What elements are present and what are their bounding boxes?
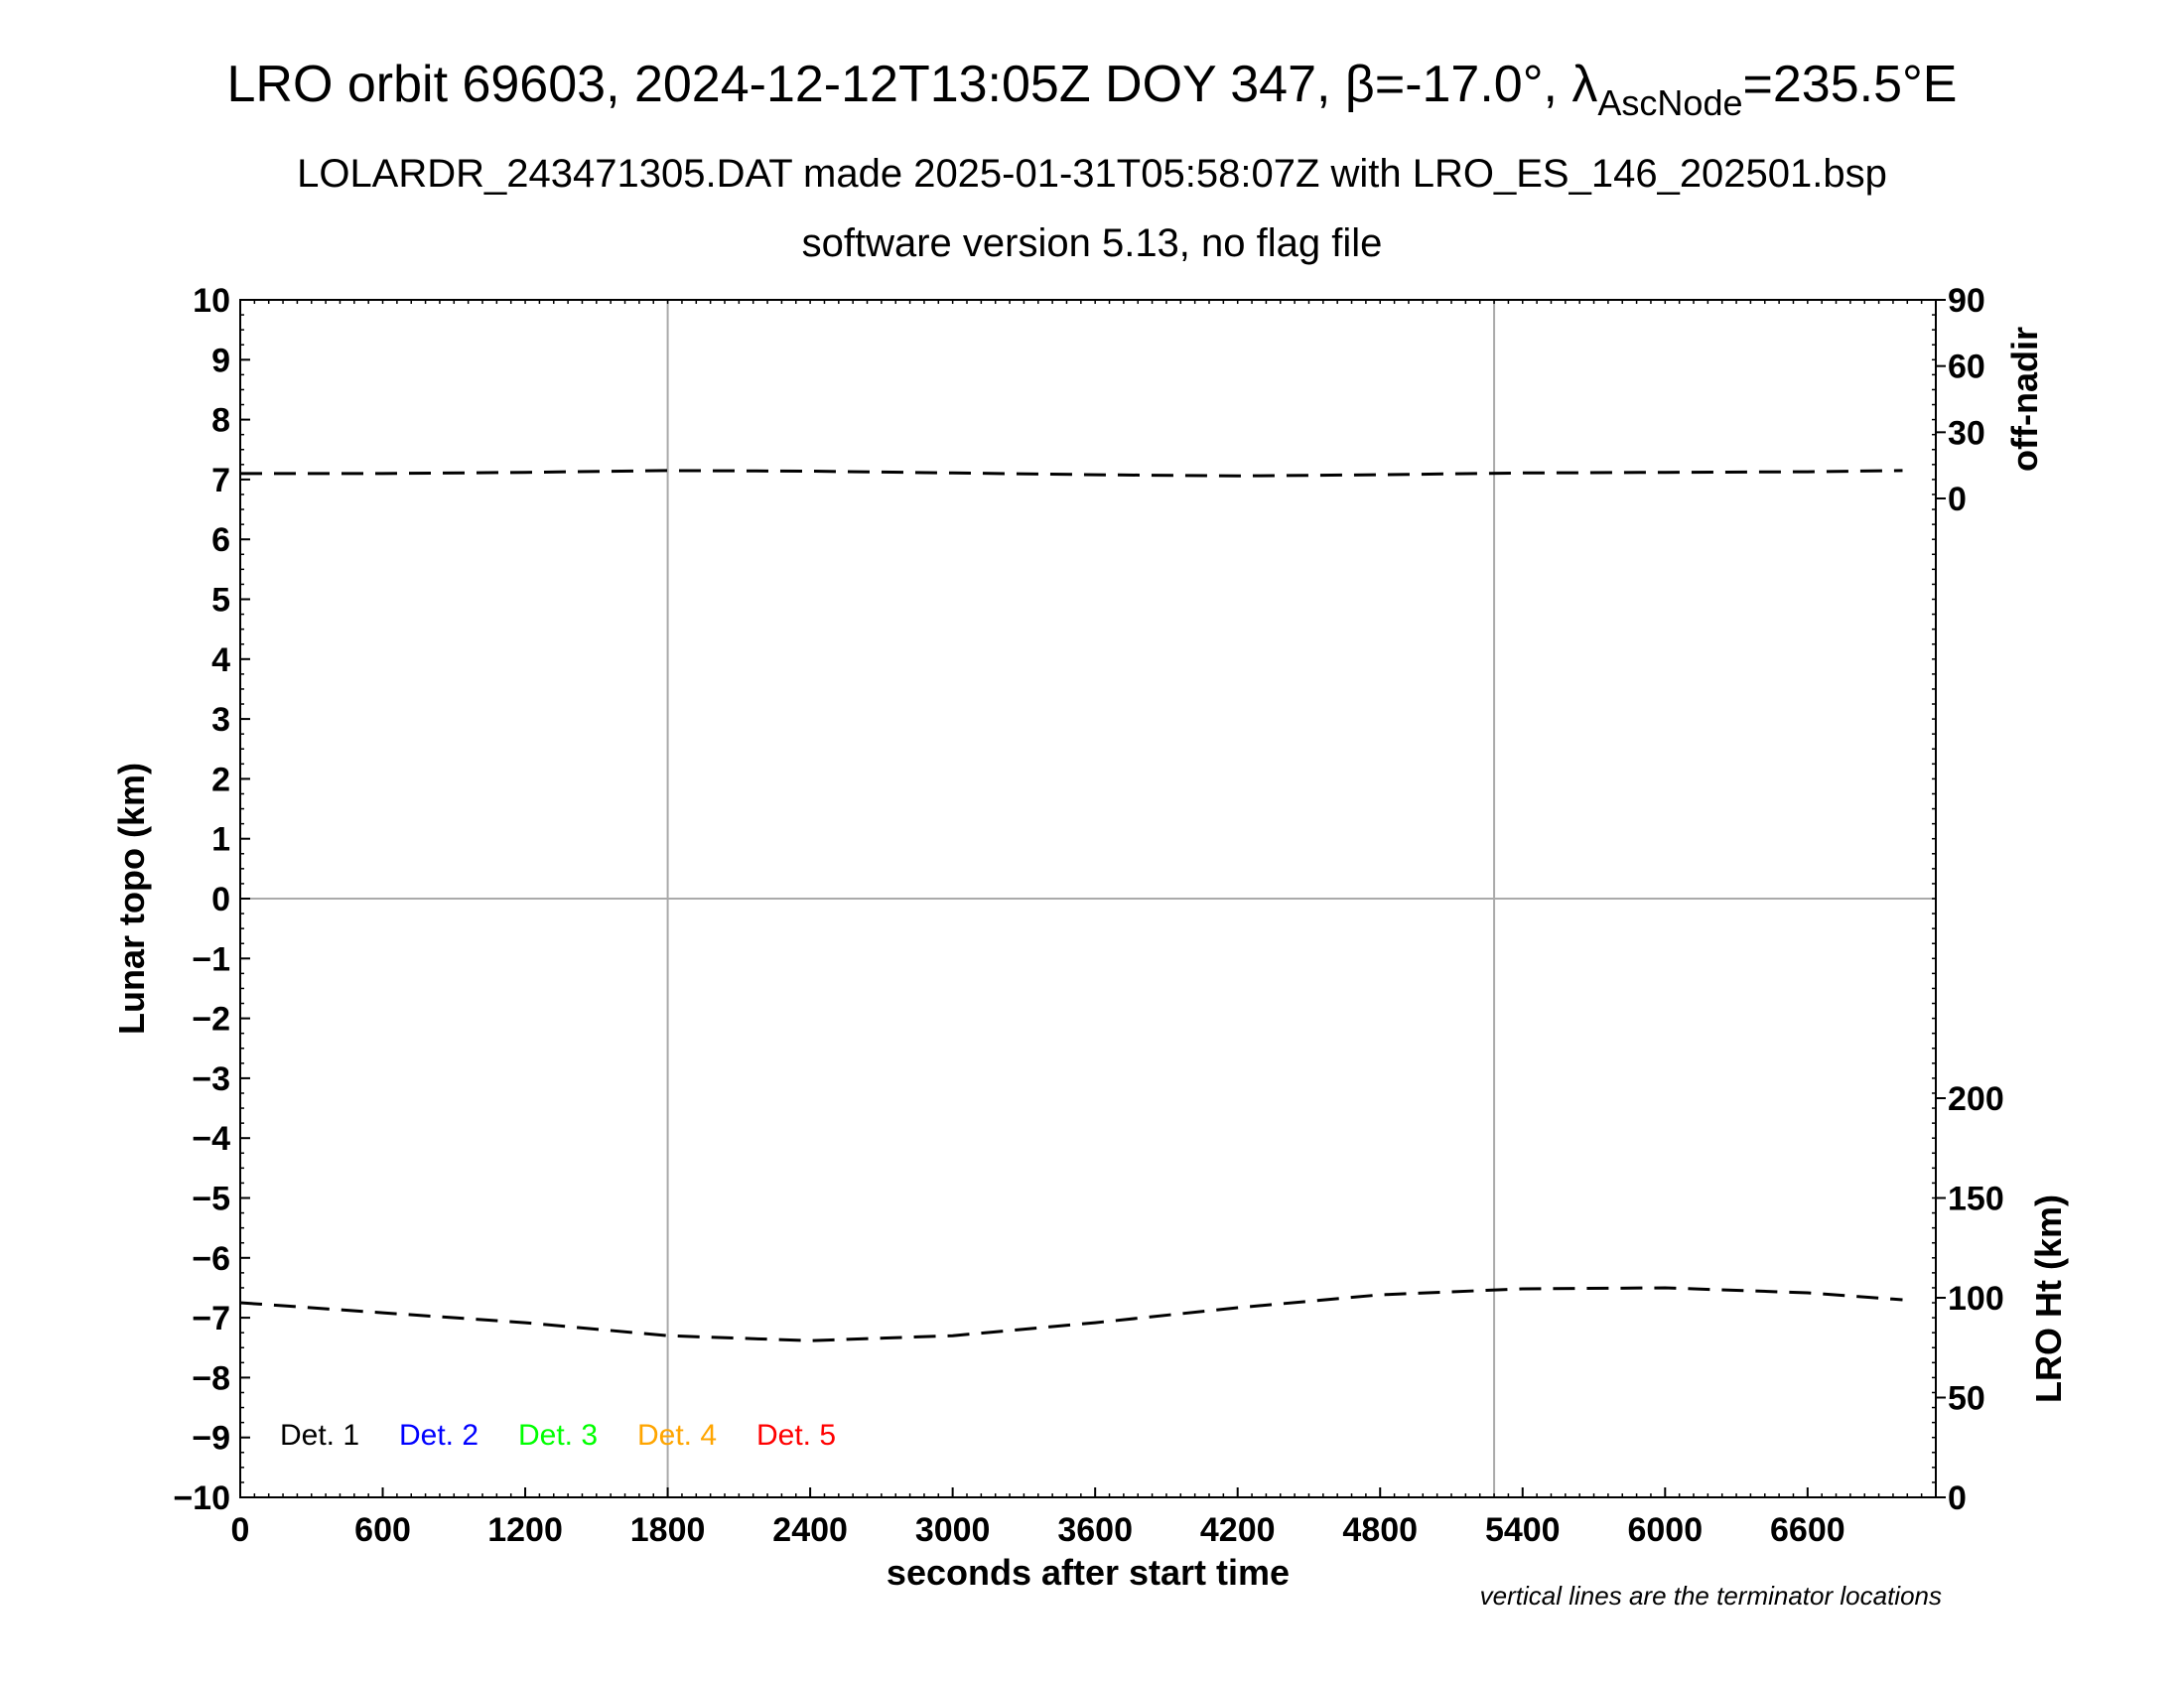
y-tick-label: −6 — [192, 1240, 230, 1278]
lro-ht-tick-label: 100 — [1948, 1280, 2004, 1318]
off-nadir-tick-label: 60 — [1948, 349, 1985, 386]
legend-item: Det. 5 — [756, 1419, 836, 1452]
chart-subtitle: LOLARDR_243471305.DAT made 2025-01-31T05… — [297, 152, 1887, 196]
lro-ht-tick-label: 0 — [1948, 1479, 1967, 1517]
y-tick-label: −1 — [192, 940, 230, 978]
x-axis-label: seconds after start time — [887, 1552, 1290, 1593]
off-nadir-tick-label: 30 — [1948, 414, 1985, 452]
chart-subtitle-2: software version 5.13, no flag file — [802, 221, 1383, 265]
x-tick-label: 4200 — [1200, 1511, 1276, 1549]
x-tick-label: 2400 — [772, 1511, 848, 1549]
y-tick-label: −7 — [192, 1300, 230, 1337]
y-tick-label: 10 — [193, 282, 230, 320]
y-tick-label: −8 — [192, 1359, 230, 1397]
reference-lines — [240, 300, 1936, 1497]
x-tick-label: 5400 — [1485, 1511, 1561, 1549]
legend: Det. 1 Det. 2 Det. 3 Det. 4 Det. 5 — [280, 1419, 836, 1452]
y-tick-label: 0 — [211, 881, 230, 918]
lro-ht-axis-ticks: 200 150 100 50 0 — [1936, 1080, 2004, 1517]
chart-title: LRO orbit 69603, 2024-12-12T13:05Z DOY 3… — [227, 56, 1958, 123]
terminator-note: vertical lines are the terminator locati… — [1480, 1581, 1942, 1611]
off-nadir-axis-label: off-nadir — [2004, 327, 2045, 472]
y-tick-label: −2 — [192, 1001, 230, 1039]
x-tick-label: 0 — [231, 1511, 250, 1549]
x-tick-label: 4800 — [1342, 1511, 1418, 1549]
legend-item: Det. 1 — [280, 1419, 359, 1452]
off-nadir-tick-label: 90 — [1948, 282, 1985, 320]
x-tick-label: 6000 — [1627, 1511, 1703, 1549]
y-tick-label: −3 — [192, 1060, 230, 1098]
lro-ht-tick-label: 50 — [1948, 1380, 1985, 1418]
y-tick-label: 3 — [211, 701, 230, 739]
x-tick-label: 6600 — [1770, 1511, 1845, 1549]
y-tick-label: −4 — [192, 1120, 230, 1158]
y-tick-label: 8 — [211, 402, 230, 440]
y-tick-label: 2 — [211, 761, 230, 798]
x-tick-label: 3000 — [915, 1511, 991, 1549]
y-tick-label: 1 — [211, 821, 230, 859]
legend-item: Det. 3 — [518, 1419, 598, 1452]
lro-ht-axis-label: LRO Ht (km) — [2028, 1195, 2069, 1403]
off-nadir-tick-label: 0 — [1948, 481, 1967, 518]
off-nadir-series-line — [240, 469, 1903, 478]
legend-item: Det. 2 — [399, 1419, 478, 1452]
y-tick-label: −9 — [192, 1420, 230, 1458]
x-tick-label: 3600 — [1057, 1511, 1133, 1549]
off-nadir-axis-ticks: 90 60 30 0 — [1936, 282, 1985, 518]
y-tick-label: 7 — [211, 462, 230, 499]
legend-item: Det. 4 — [637, 1419, 717, 1452]
y-tick-label: 5 — [211, 582, 230, 620]
lro-ht-series-line — [239, 1286, 1903, 1342]
lro-ht-tick-label: 200 — [1948, 1080, 2004, 1118]
x-tick-label: 600 — [354, 1511, 411, 1549]
x-tick-label: 1800 — [630, 1511, 706, 1549]
y-tick-label: 4 — [211, 641, 230, 679]
x-axis-ticks: 0 600 1200 1800 2400 3000 3600 4200 4800 5400 6000… — [231, 1487, 1845, 1549]
y-tick-label: 9 — [211, 342, 230, 379]
y-tick-label: 6 — [211, 521, 230, 559]
lro-ht-tick-label: 150 — [1948, 1181, 2004, 1218]
y-axis-label: Lunar topo (km) — [111, 763, 152, 1035]
x-tick-label: 1200 — [487, 1511, 563, 1549]
series-lines — [239, 469, 1903, 1342]
y-tick-label: −10 — [173, 1479, 230, 1517]
y-tick-label: −5 — [192, 1181, 230, 1218]
